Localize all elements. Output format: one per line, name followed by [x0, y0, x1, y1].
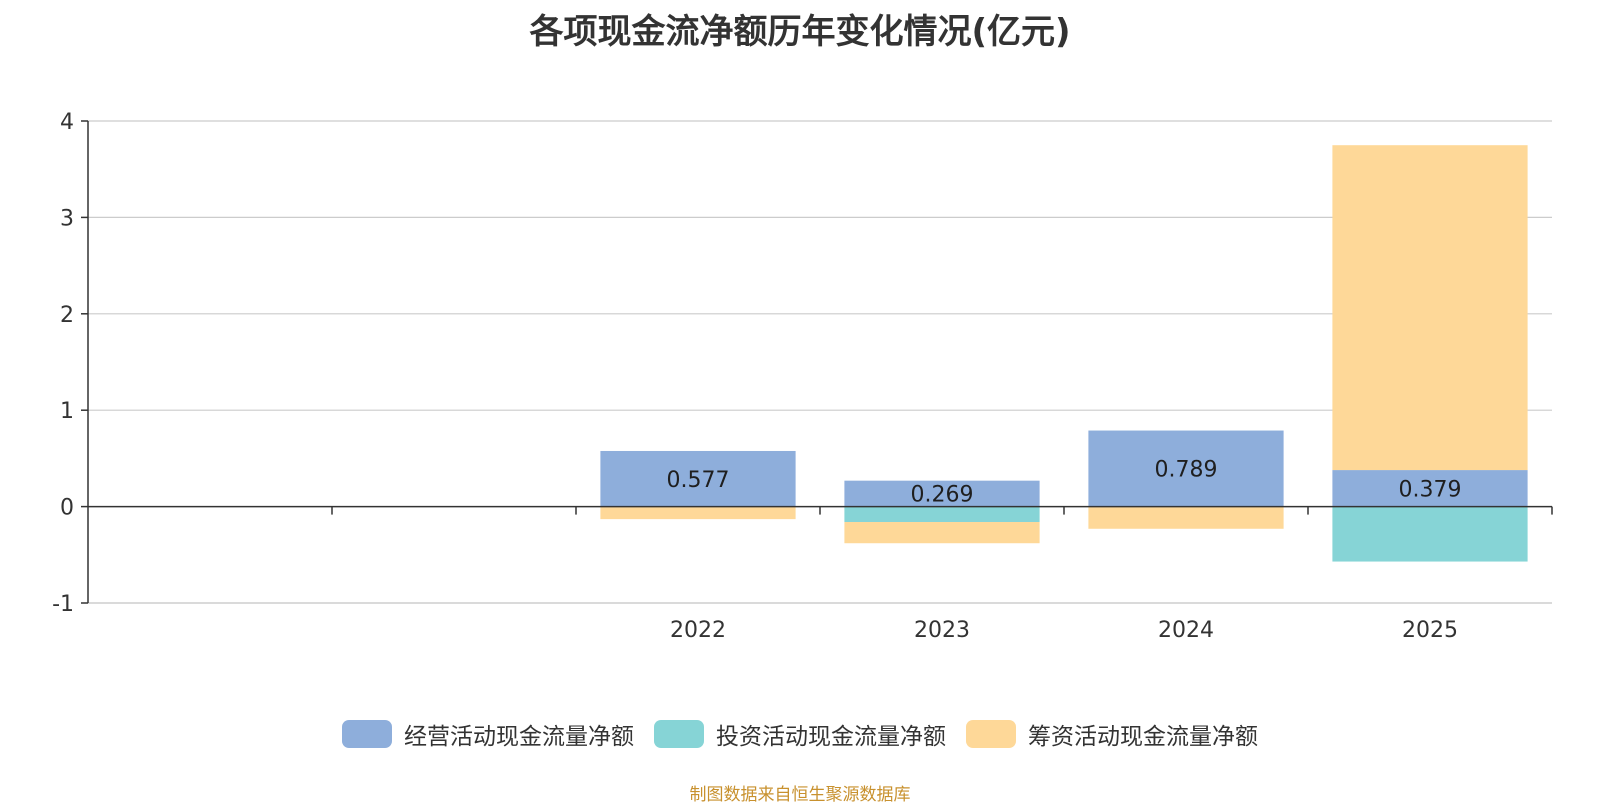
bar-series-1-2025	[1332, 506, 1528, 562]
y-tick-label: 0	[60, 496, 74, 521]
axis-layer: -1 0 1 2 3 4	[52, 110, 1553, 617]
bar-series-0-2025	[1332, 470, 1528, 507]
data-label: 0.379	[1399, 477, 1462, 502]
bar-series-0-2023	[844, 480, 1040, 507]
legend-item-investing[interactable]: 投资活动现金流量净额	[654, 717, 946, 751]
legend-item-financing[interactable]: 筹资活动现金流量净额	[966, 717, 1258, 751]
legend-item-operating[interactable]: 经营活动现金流量净额	[342, 717, 634, 751]
data-label: 0.789	[1155, 458, 1218, 483]
legend-label-operating: 经营活动现金流量净额	[404, 724, 634, 750]
bar-series-2-2025	[1332, 145, 1528, 471]
y-tick-label: 1	[60, 399, 74, 424]
bar-series-1-2023	[844, 506, 1040, 523]
bar-series-2-2022	[600, 506, 796, 520]
bar-series-0-2022	[600, 450, 796, 507]
legend-swatch-financing	[966, 720, 1016, 748]
data-label: 0.269	[911, 483, 974, 508]
x-tick-label: 2025	[1402, 618, 1458, 643]
bar-series-2-2023	[844, 522, 1040, 544]
legend-swatch-investing	[654, 720, 704, 748]
chart-plot: -1 0 1 2 3 4 0.577 0.269 0.789 0.379 2022 2023 2024…	[52, 110, 1553, 643]
bar-layer	[600, 145, 1528, 562]
x-tick-label: 2024	[1158, 618, 1214, 643]
y-tick-label: -1	[52, 592, 74, 617]
data-label: 0.577	[667, 468, 730, 493]
y-tick-label: 4	[60, 110, 74, 135]
grid-layer	[88, 120, 1552, 604]
bar-series-2-2024	[1088, 506, 1284, 529]
legend-label-investing: 投资活动现金流量净额	[716, 724, 946, 750]
chart-title: 各项现金流净额历年变化情况(亿元)	[529, 12, 1071, 52]
bar-series-0-2024	[1088, 430, 1284, 507]
x-tick-label: 2022	[670, 618, 726, 643]
source-note: 制图数据来自恒生聚源数据库	[689, 785, 911, 805]
x-tick-label: 2023	[914, 618, 970, 643]
label-layer: 0.577 0.269 0.789 0.379 2022 2023 2024 2025	[667, 458, 1462, 643]
y-tick-label: 2	[60, 303, 74, 328]
legend-label-financing: 筹资活动现金流量净额	[1028, 724, 1258, 750]
legend-swatch-operating	[342, 720, 392, 748]
y-tick-label: 3	[60, 206, 74, 231]
legend: 经营活动现金流量净额 投资活动现金流量净额 筹资活动现金流量净额	[0, 717, 1600, 751]
